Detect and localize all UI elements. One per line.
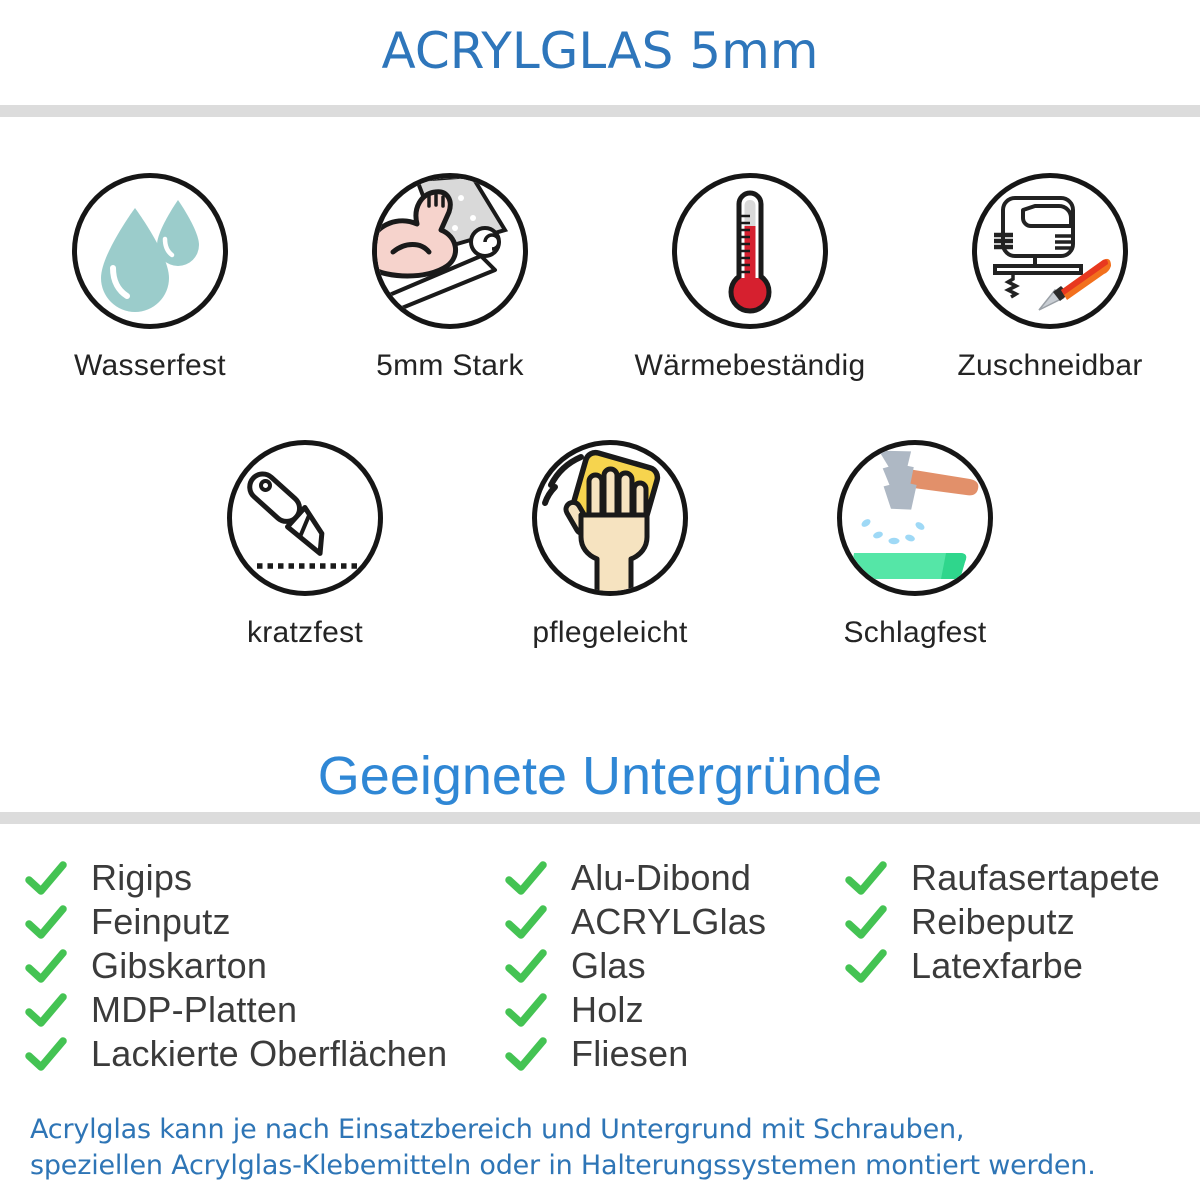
checkmark-icon [845, 905, 887, 939]
substrate-label: Alu-Dibond [571, 857, 752, 898]
feature-row-1: Wasserfest 5mm Stark [0, 173, 1200, 385]
bottom-divider [0, 812, 1200, 824]
feature-label: 5mm Stark [376, 349, 524, 382]
substrate-label: Latexfarbe [911, 945, 1084, 986]
feature-label: pflegeleicht [532, 616, 688, 649]
substrates-list: Rigips Feinputz Gibskarton MDP-Platten L… [0, 856, 1200, 1076]
substrates-column-2: Alu-Dibond ACRYLGlas Glas Holz Fliesen [505, 856, 845, 1076]
hammer-impact-icon [837, 440, 993, 596]
checkmark-icon [845, 861, 887, 895]
mounting-note: Acrylglas kann je nach Einsatzbereich un… [30, 1112, 1200, 1184]
list-item: Rigips [25, 856, 505, 900]
feature-5mm-stark: 5mm Stark [300, 173, 600, 385]
jigsaw-and-knife-icon [972, 173, 1128, 329]
substrates-title: Geeignete Untergründe [317, 746, 883, 806]
list-item: Alu-Dibond [505, 856, 845, 900]
substrate-label: Lackierte Oberflächen [91, 1033, 448, 1074]
mounting-note-line2: speziellen Acrylglas-Klebemitteln oder i… [30, 1150, 1096, 1181]
feature-schlagfest: Schlagfest [763, 440, 1068, 652]
utility-knife-icon [227, 440, 383, 596]
checkmark-icon [25, 905, 67, 939]
checkmark-icon [25, 1037, 67, 1071]
feature-zuschneidbar: Zuschneidbar [900, 173, 1200, 385]
feature-waermebestaendig: Wärmebeständig [600, 173, 900, 385]
wiping-hand-icon [532, 440, 688, 596]
substrate-label: Rigips [91, 857, 193, 898]
mounting-note-line1: Acrylglas kann je nach Einsatzbereich un… [30, 1114, 965, 1145]
substrate-label: MDP-Platten [91, 989, 298, 1030]
water-drops-icon [72, 173, 228, 329]
list-item: ACRYLGlas [505, 900, 845, 944]
checkmark-icon [25, 861, 67, 895]
feature-label: Wärmebeständig [634, 349, 866, 382]
list-item: Fliesen [505, 1032, 845, 1076]
list-item: Raufasertapete [845, 856, 1200, 900]
substrate-label: Glas [571, 945, 646, 986]
feature-label: Wasserfest [74, 349, 226, 382]
substrate-label: ACRYLGlas [571, 901, 767, 942]
checkmark-icon [505, 905, 547, 939]
feature-label: kratzfest [246, 616, 364, 649]
list-item: Reibeputz [845, 900, 1200, 944]
feature-label: Zuschneidbar [957, 349, 1143, 382]
list-item: Holz [505, 988, 845, 1032]
substrate-label: Reibeputz [911, 901, 1075, 942]
list-item: Latexfarbe [845, 944, 1200, 988]
feature-row-2: kratzfest pflegeleicht [0, 440, 1200, 652]
feature-label: Schlagfest [843, 616, 987, 649]
substrate-label: Holz [571, 989, 644, 1030]
muscle-arm-icon [372, 173, 528, 329]
checkmark-icon [845, 949, 887, 983]
substrates-column-1: Rigips Feinputz Gibskarton MDP-Platten L… [25, 856, 505, 1076]
checkmark-icon [25, 993, 67, 1027]
list-item: Glas [505, 944, 845, 988]
top-divider [0, 105, 1200, 117]
checkmark-icon [505, 861, 547, 895]
checkmark-icon [505, 1037, 547, 1071]
list-item: MDP-Platten [25, 988, 505, 1032]
substrate-label: Gibskarton [91, 945, 268, 986]
thermometer-icon [672, 173, 828, 329]
substrate-label: Raufasertapete [911, 857, 1160, 898]
substrate-label: Feinputz [91, 901, 231, 942]
checkmark-icon [505, 993, 547, 1027]
feature-kratzfest: kratzfest [153, 440, 458, 652]
feature-wasserfest: Wasserfest [0, 173, 300, 385]
substrates-column-3: Raufasertapete Reibeputz Latexfarbe [845, 856, 1200, 1076]
list-item: Lackierte Oberflächen [25, 1032, 505, 1076]
list-item: Feinputz [25, 900, 505, 944]
checkmark-icon [25, 949, 67, 983]
list-item: Gibskarton [25, 944, 505, 988]
checkmark-icon [505, 949, 547, 983]
page-title: ACRYLGLAS 5mm [381, 22, 819, 80]
substrate-label: Fliesen [571, 1033, 689, 1074]
feature-pflegeleicht: pflegeleicht [458, 440, 763, 652]
